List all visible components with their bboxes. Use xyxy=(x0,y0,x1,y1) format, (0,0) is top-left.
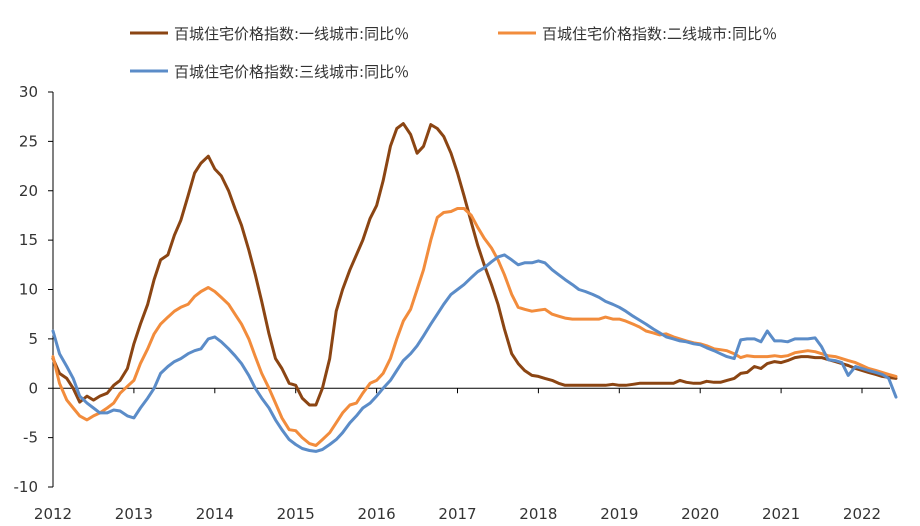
y-tick-label: 20 xyxy=(19,182,38,200)
y-tick-label: 0 xyxy=(28,379,38,397)
legend-item-tier2: 百城住宅价格指数:二线城市:同比％ xyxy=(498,25,777,43)
y-tick-label: -10 xyxy=(14,478,39,496)
series-line-tier2 xyxy=(51,207,898,447)
x-tick-label: 2022 xyxy=(843,505,881,523)
legend-label-tier3: 百城住宅价格指数:三线城市:同比％ xyxy=(174,63,409,81)
x-tick-label: 2015 xyxy=(277,505,315,523)
series-line-tier3 xyxy=(51,253,898,453)
x-tick-label: 2013 xyxy=(115,505,153,523)
x-tick-label: 2012 xyxy=(34,505,72,523)
series-line-tier1 xyxy=(51,122,898,407)
x-tick-label: 2016 xyxy=(358,505,396,523)
y-tick-label: -5 xyxy=(23,429,38,447)
series-lines xyxy=(51,122,898,453)
y-tick-label: 25 xyxy=(19,132,38,150)
y-tick-label: 10 xyxy=(19,281,38,299)
legend-item-tier3: 百城住宅价格指数:三线城市:同比％ xyxy=(130,63,409,81)
axes: -10 -5 0 5 10 15 20 25 30 2012 2013 2014 2015 2016 201… xyxy=(14,83,890,523)
x-tick-label: 2018 xyxy=(519,505,557,523)
legend-item-tier1: 百城住宅价格指数:一线城市:同比％ xyxy=(130,25,409,43)
x-tick-label: 2021 xyxy=(762,505,800,523)
x-tick-label: 2017 xyxy=(438,505,476,523)
x-tick-label: 2019 xyxy=(600,505,638,523)
legend-label-tier2: 百城住宅价格指数:二线城市:同比％ xyxy=(542,25,777,43)
y-tick-label: 30 xyxy=(19,83,38,101)
x-tick-label: 2014 xyxy=(196,505,234,523)
y-tick-label: 15 xyxy=(19,231,38,249)
legend-label-tier1: 百城住宅价格指数:一线城市:同比％ xyxy=(174,25,409,43)
legend: 百城住宅价格指数:一线城市:同比％ 百城住宅价格指数:二线城市:同比％ 百城住宅… xyxy=(130,25,777,81)
x-tick-label: 2020 xyxy=(681,505,719,523)
y-tick-label: 5 xyxy=(28,330,38,348)
